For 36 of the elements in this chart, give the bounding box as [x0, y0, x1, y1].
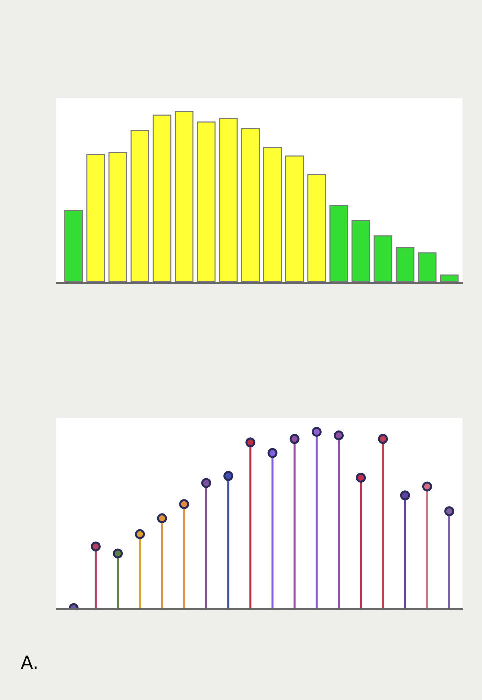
point [246, 438, 256, 448]
point [356, 472, 366, 483]
bar [418, 252, 437, 282]
point [400, 490, 410, 501]
point [444, 506, 454, 516]
bar [440, 274, 459, 282]
point [113, 548, 124, 559]
point [290, 434, 300, 444]
point [157, 513, 168, 524]
point [334, 430, 344, 441]
point [135, 529, 146, 540]
bar [197, 122, 216, 282]
bar [263, 147, 282, 282]
point [422, 482, 432, 492]
bar [219, 118, 238, 282]
text: A. [21, 653, 39, 674]
point [268, 448, 278, 458]
bar [241, 128, 260, 282]
bar [396, 248, 415, 282]
bar [175, 112, 194, 282]
bar [152, 114, 172, 282]
point [179, 499, 190, 510]
bar [285, 156, 304, 282]
bar [64, 210, 84, 282]
bar [108, 152, 128, 282]
point [224, 471, 234, 482]
point [90, 542, 101, 552]
bar [86, 154, 106, 282]
point [312, 427, 322, 438]
bar [308, 174, 326, 282]
bar [374, 236, 393, 282]
point [378, 434, 388, 444]
bar [352, 220, 370, 282]
bar [130, 130, 150, 282]
bar [330, 205, 348, 282]
point [201, 478, 212, 488]
